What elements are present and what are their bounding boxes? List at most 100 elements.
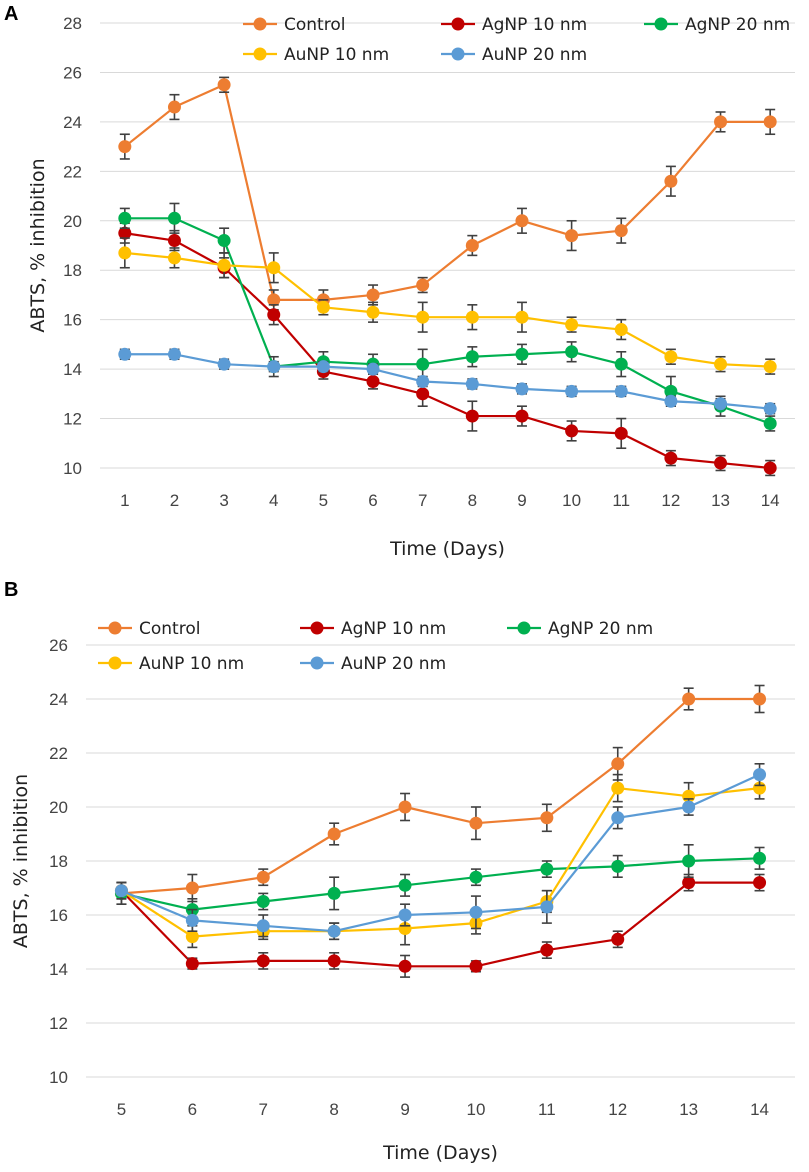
chart-b-legend-aunp10: AuNP 10 nm	[98, 654, 244, 674]
chart-a-aunp20-point	[565, 384, 579, 398]
chart-a-control-point	[366, 288, 380, 302]
chart-a-legend-aunp10-label: AuNP 10 nm	[284, 45, 389, 65]
chart-a-legend-control-label: Control	[284, 15, 345, 35]
chart-b-x-tick-label: 14	[750, 1100, 769, 1119]
chart-a-control-point	[515, 214, 529, 228]
chart-a-legend-agnp20-label: AgNP 20 nm	[685, 15, 790, 35]
chart-b-control-point	[540, 811, 554, 825]
chart-a-agnp20-point	[763, 417, 777, 430]
chart-b-agnp10-point	[398, 959, 412, 973]
chart-b-agnp20-point	[682, 854, 696, 868]
chart-a-control-point	[714, 115, 728, 129]
chart-a-y-tick-label: 28	[63, 14, 82, 33]
chart-b-aunp20-point	[185, 913, 199, 927]
chart-a-aunp20-line	[124, 353, 771, 410]
chart-b-agnp20-point	[611, 859, 625, 873]
chart-b-agnp20-point	[753, 851, 767, 865]
chart-a-x-tick-label: 12	[661, 491, 680, 510]
chart-b-agnp10-point	[611, 932, 625, 946]
chart-a-agnp20-point	[515, 347, 529, 361]
chart-a-legend-aunp20: AuNP 20 nm	[441, 45, 587, 65]
chart-a-y-tick-label: 14	[63, 360, 82, 379]
chart-a-agnp10-point	[664, 451, 678, 465]
chart-a-aunp10-line	[124, 251, 771, 368]
chart-a-aunp20-point	[664, 394, 678, 408]
chart-b-aunp10-line	[120, 787, 760, 938]
chart-a-aunp10-point	[167, 251, 181, 265]
chart-b-x-tick-label: 13	[679, 1100, 698, 1119]
chart-a-agnp10-point	[565, 424, 579, 438]
chart-a-aunp20-point	[267, 360, 281, 374]
chart-a-x-tick-label: 8	[468, 491, 477, 510]
chart-a-aunp10-point	[366, 305, 380, 319]
chart-a-control-point	[118, 140, 132, 154]
chart-b-control-point	[682, 692, 696, 706]
chart-b-series-control	[114, 684, 767, 906]
chart-b-agnp10-point	[469, 959, 483, 973]
chart-a-y-tick-label: 24	[63, 113, 82, 132]
chart-a-aunp10-point	[416, 310, 430, 324]
chart-a-aunp10-point	[118, 246, 132, 260]
chart-b-aunp20-point	[398, 908, 412, 922]
chart-b-control-point	[398, 800, 412, 814]
chart-a-agnp10-line	[124, 232, 771, 470]
chart-b-legend-aunp20-label: AuNP 20 nm	[341, 654, 446, 674]
chart-b-control-point	[185, 881, 199, 895]
chart-a-control-point	[614, 224, 628, 238]
chart-b-aunp10-point	[185, 930, 199, 944]
chart-a-legend-control-swatch-marker	[253, 17, 267, 31]
chart-a-agnp10-point	[366, 374, 380, 388]
chart-a-agnp20-point	[416, 357, 430, 371]
chart-a-series-aunp10	[118, 237, 777, 375]
chart-a-legend-agnp20: AgNP 20 nm	[644, 15, 790, 35]
chart-b-legend-aunp20: AuNP 20 nm	[300, 654, 446, 674]
chart-b-series-aunp20	[114, 763, 767, 941]
chart-a-y-tick-label: 22	[63, 162, 82, 181]
chart-a-legend-aunp20-label: AuNP 20 nm	[482, 45, 587, 65]
chart-a-control-point	[416, 278, 430, 292]
chart-b-control-point	[753, 692, 767, 706]
chart-b-x-tick-label: 6	[188, 1100, 197, 1119]
chart-a-aunp10-point	[565, 318, 579, 332]
chart-a-legend-aunp10: AuNP 10 nm	[243, 45, 389, 65]
chart-a-aunp20-point	[416, 374, 430, 388]
chart-a-aunp20-point	[515, 382, 529, 396]
chart-panel-b: B 10 12 14 16 18 20 22 24 26 5 6 7 8 9 10 11 12 13 14 Time (…	[0, 575, 809, 1172]
chart-a-agnp10-point	[515, 409, 529, 423]
chart-a-aunp10-point	[465, 310, 479, 324]
chart-b-legend-agnp10-swatch-marker	[310, 621, 324, 635]
chart-b-x-tick-label: 10	[466, 1100, 485, 1119]
chart-a-aunp10-point	[714, 357, 728, 371]
chart-a-agnp10-point	[714, 456, 728, 470]
chart-b-x-tick-label: 12	[608, 1100, 627, 1119]
chart-a-aunp20-point	[316, 360, 330, 374]
chart-b-aunp10-point	[611, 781, 625, 795]
chart-b-y-tick-label: 10	[49, 1068, 68, 1087]
chart-b-y-tick-label: 18	[49, 852, 68, 871]
chart-a-x-tick-label: 11	[612, 491, 630, 510]
chart-a-control-point	[565, 229, 579, 243]
chart-a-agnp10-point	[118, 226, 132, 240]
chart-b-svg: B 10 12 14 16 18 20 22 24 26 5 6 7 8 9 10 11 12 13 14 Time (…	[4, 579, 795, 1164]
chart-a-aunp20-point	[714, 397, 728, 411]
chart-b-x-tick-label: 7	[259, 1100, 268, 1119]
chart-a-agnp10-point	[465, 409, 479, 423]
chart-a-control-point	[664, 174, 678, 188]
chart-a-control-point	[465, 239, 479, 252]
chart-a-aunp20-point	[118, 347, 132, 361]
chart-b-y-axis-title: ABTS, % inhibition	[10, 774, 32, 948]
chart-b-series-agnp20	[114, 843, 767, 922]
chart-panel-a: A 10 12 14 16 18 20 22 24 26 28 1 2 3 4 5 6 7 8 9 10 11 12 13 14…	[0, 0, 809, 575]
chart-b-x-tick-label: 9	[400, 1100, 409, 1119]
chart-b-legend-agnp20-label: AgNP 20 nm	[548, 619, 653, 639]
chart-b-aunp20-point	[469, 905, 483, 919]
chart-a-x-tick-label: 7	[418, 491, 427, 510]
chart-a-series-agnp10	[118, 222, 777, 477]
chart-a-agnp10-point	[167, 234, 181, 248]
chart-a-x-tick-label: 9	[517, 491, 526, 510]
chart-a-x-tick-label: 6	[368, 491, 377, 510]
chart-a-control-point	[167, 100, 181, 114]
chart-a-aunp10-point	[316, 300, 330, 314]
chart-b-agnp10-point	[682, 876, 696, 890]
chart-b-agnp10-point	[185, 957, 199, 971]
